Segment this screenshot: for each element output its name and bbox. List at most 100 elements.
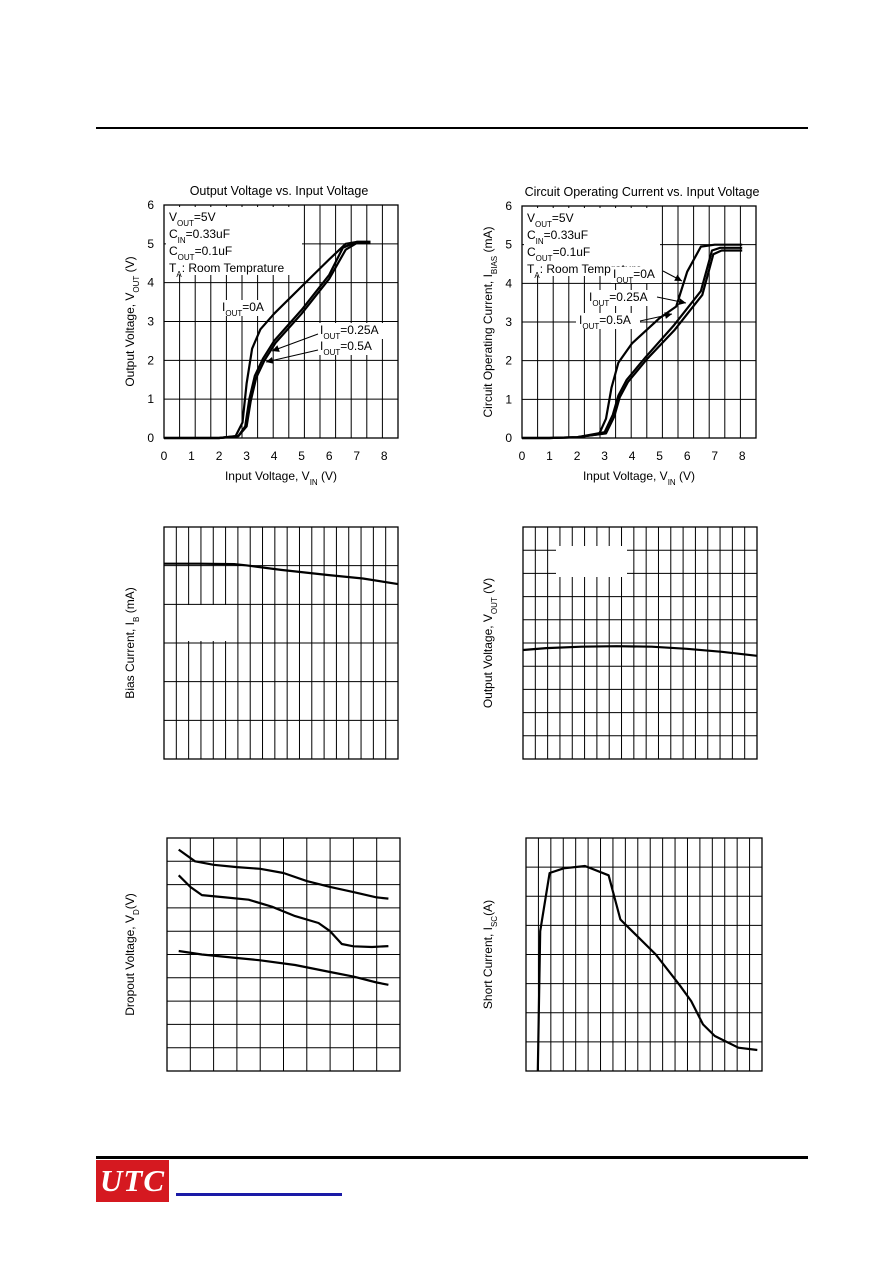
y-axis-label: Output Voltage, VOUT (V) (481, 578, 499, 708)
x-tick-label: 4 (271, 449, 278, 463)
y-tick-label: 0 (505, 431, 512, 445)
arrow-head (266, 357, 274, 364)
x-tick-label: 6 (684, 449, 691, 463)
y-tick-label: 3 (505, 315, 512, 329)
series-line-1 (178, 848, 389, 900)
grid (523, 527, 757, 759)
y-tick-label: 6 (505, 199, 512, 213)
plot-frame (525, 837, 763, 1072)
condition-label: VOUT=5V (169, 210, 216, 228)
series-line-1 (522, 645, 758, 657)
annotation-arrow (265, 349, 319, 363)
chart-title: Output Voltage vs. Input Voltage (190, 184, 369, 198)
y-tick-label: 5 (147, 237, 154, 251)
conditions-box (166, 207, 302, 275)
condition-label: VOUT=5V (527, 211, 574, 229)
y-tick-label: 2 (147, 353, 154, 367)
grid (164, 527, 398, 759)
annotation-bg (576, 313, 640, 329)
plot-frame (522, 526, 758, 760)
series-line-2 (177, 874, 389, 949)
annotation-label: IOUT=0.25A (320, 323, 379, 341)
x-tick-label: 0 (519, 449, 526, 463)
series-line-3 (178, 949, 389, 986)
y-tick-label: 4 (505, 276, 512, 290)
series-line-1 (164, 562, 399, 586)
x-tick-label: 0 (161, 449, 168, 463)
condition-label: COUT=0.1uF (527, 245, 590, 263)
annotation-bg (586, 290, 658, 306)
y-tick-label: 1 (505, 392, 512, 406)
y-axis-label: Dropout Voltage, VD(V) (123, 893, 141, 1016)
chart-4: Output Voltage, VOUT (V) (481, 526, 758, 760)
x-tick-label: 2 (574, 449, 581, 463)
annotation-label: IOUT=0.5A (320, 339, 372, 357)
annotation-bg (611, 267, 661, 283)
y-axis-label: Output Voltage, VOUT (V) (123, 256, 141, 386)
y-tick-label: 4 (147, 276, 154, 290)
series-line-3 (522, 249, 743, 440)
x-tick-label: 3 (601, 449, 608, 463)
condition-label: CIN=0.33uF (527, 228, 588, 246)
plot-frame (163, 526, 399, 760)
x-tick-label: 5 (656, 449, 663, 463)
footer-rule (96, 1156, 808, 1159)
annotation-arrow (271, 333, 319, 352)
x-axis-label: Input Voltage, VIN (V) (225, 469, 337, 487)
annotation-bg (317, 339, 381, 355)
condition-label: TA: Room Temprature (169, 261, 285, 279)
y-tick-label: 3 (147, 315, 154, 329)
series-line-3 (164, 242, 371, 440)
x-tick-label: 4 (629, 449, 636, 463)
y-tick-label: 1 (147, 392, 154, 406)
annotation-label: IOUT=0A (222, 300, 264, 318)
y-tick-label: 6 (147, 198, 154, 212)
y-tick-label: 0 (147, 431, 154, 445)
chart-title: Circuit Operating Current vs. Input Volt… (525, 185, 760, 199)
arrow-head (678, 298, 686, 305)
x-tick-label: 6 (326, 449, 333, 463)
arrow-head (664, 312, 672, 319)
header-rule (96, 127, 808, 129)
grid (526, 838, 762, 1071)
chart-5: Dropout Voltage, VD(V) (123, 837, 401, 1072)
arrow-head (674, 274, 682, 281)
annotation-label: IOUT=0.25A (589, 290, 648, 308)
x-tick-label: 7 (353, 449, 360, 463)
x-tick-label: 7 (711, 449, 718, 463)
condition-label: COUT=0.1uF (169, 244, 232, 262)
x-tick-label: 5 (298, 449, 305, 463)
plot-frame (166, 837, 401, 1072)
plot-frame (521, 205, 757, 439)
condition-label: CIN=0.33uF (169, 227, 230, 245)
chart-3: Bias Current, IB (mA) (123, 526, 399, 760)
chart-1: Output Voltage vs. Input Voltage 0 1 2 3 4 5 6 7… (123, 184, 399, 487)
grid (167, 838, 400, 1071)
chart-2: Circuit Operating Current vs. Input Volt… (481, 185, 759, 487)
y-axis-label: Short Current, ISC(A) (481, 900, 499, 1009)
footer-link-bar[interactable] (176, 1193, 342, 1196)
y-tick-label: 2 (505, 354, 512, 368)
chart-6: Short Current, ISC(A) (481, 837, 763, 1072)
y-axis-label: Circuit Operating Current, IBIAS (mA) (481, 227, 499, 418)
plot-frame (163, 204, 399, 439)
x-tick-label: 2 (216, 449, 223, 463)
arrow-head (272, 345, 280, 352)
annotation-label: IOUT=0.5A (579, 313, 631, 331)
annotation-bg (219, 300, 271, 316)
x-tick-label: 8 (381, 449, 388, 463)
utc-logo: UTC (96, 1160, 169, 1202)
y-tick-label: 5 (505, 238, 512, 252)
x-tick-label: 3 (243, 449, 250, 463)
x-tick-label: 1 (546, 449, 553, 463)
annotation-bg (317, 323, 389, 339)
x-axis-label: Input Voltage, VIN (V) (583, 469, 695, 487)
x-tick-label: 1 (188, 449, 195, 463)
y-axis-label: Bias Current, IB (mA) (123, 587, 141, 698)
x-tick-label: 8 (739, 449, 746, 463)
annotation-label: IOUT=0A (613, 267, 655, 285)
blank-legend-box (556, 546, 627, 577)
series-line-1 (536, 864, 758, 1072)
blank-legend-box (184, 605, 234, 641)
